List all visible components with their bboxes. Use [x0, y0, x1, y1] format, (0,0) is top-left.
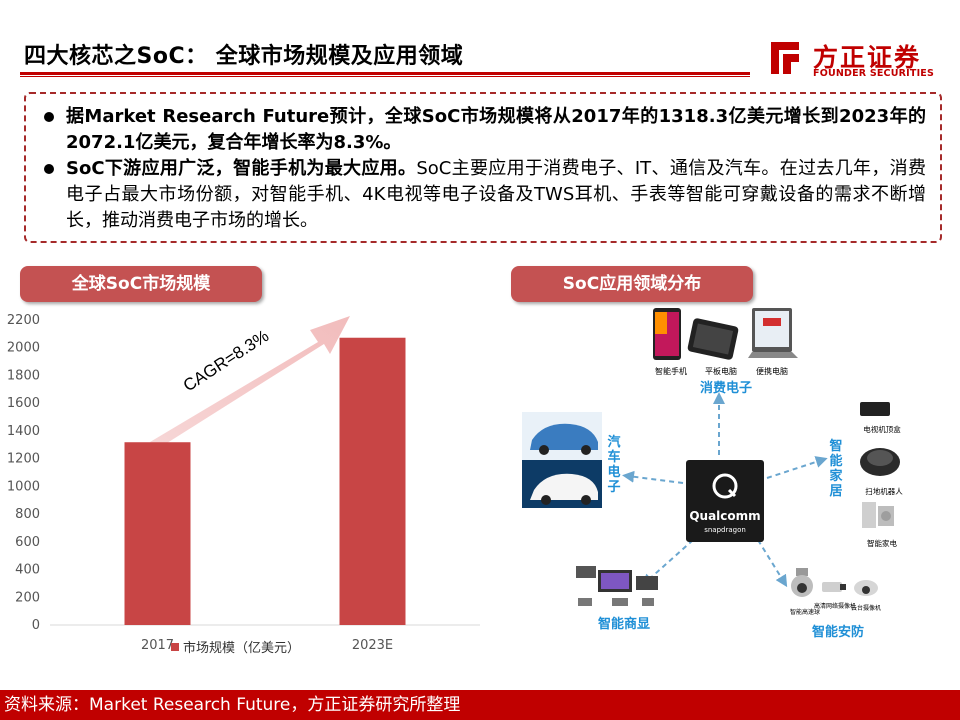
y-tick-label: 1600	[7, 396, 40, 411]
home-item-stb: 电视机顶盒	[863, 424, 901, 434]
smartphone-image	[653, 308, 681, 360]
home-item-robot: 扫地机器人	[865, 486, 903, 496]
cagr-arrow	[150, 316, 350, 450]
arrow-to-auto	[622, 470, 684, 484]
security-camera-image	[791, 568, 878, 597]
founder-logo-icon	[771, 42, 799, 74]
group-label-auto: 汽车电子	[607, 434, 620, 495]
title-underline	[20, 72, 750, 75]
y-tick-label: 1000	[7, 479, 40, 494]
market-size-chart: 0 200 400 600 800 1000 1200 1400 1600 1800 2000 220…	[7, 313, 480, 656]
svg-text:汽车电子: 汽车电子	[607, 434, 620, 495]
laptop-image	[748, 308, 798, 358]
y-tick-label: 0	[32, 618, 40, 633]
bar-2017	[124, 442, 191, 625]
x-tick-label: 2017	[141, 638, 174, 653]
section-label-market-size: 全球SoC市场规模	[20, 266, 262, 302]
group-label-consumer: 消费电子	[700, 380, 752, 396]
tablet-image	[687, 318, 739, 360]
soc-application-diagram: Qualcomm snapdragon 智能手机 平板电脑 便携电脑 消费电子 …	[522, 308, 903, 640]
bullet-dot-icon	[44, 112, 54, 122]
chip-brand: Qualcomm	[689, 509, 760, 523]
legend-label: 市场规模（亿美元）	[183, 640, 300, 656]
y-tick-label: 1400	[7, 424, 40, 439]
device-label-laptop: 便携电脑	[756, 366, 788, 376]
summary-bullet-1: 据Market Research Future预计，全球SoC市场规模将从201…	[40, 104, 926, 156]
svg-text:智能家居: 智能家居	[829, 438, 843, 499]
logo-english-name: FOUNDER SECURITIES	[813, 68, 935, 79]
device-label-tablet: 平板电脑	[705, 366, 737, 376]
source-footer: 资料来源：Market Research Future，方正证券研究所整理	[0, 690, 960, 720]
y-tick-label: 2000	[7, 341, 40, 356]
bullet-2-bold: SoC下游应用广泛，智能手机为最大应用。	[66, 158, 417, 179]
security-item-1: 智能高速球	[790, 608, 820, 616]
x-tick-label: 2023E	[352, 638, 393, 653]
summary-bullet-2: SoC下游应用广泛，智能手机为最大应用。SoC主要应用于消费电子、IT、通信及汽…	[40, 156, 926, 234]
company-logo: 方正证券 FOUNDER SECURITIES	[765, 38, 935, 82]
y-tick-label: 200	[15, 590, 40, 605]
bullet-2-text: SoC主要应用于消费电子、IT、通信及汽车。在过去几年，消费电子占最大市场份额，…	[66, 158, 926, 231]
y-tick-label: 400	[15, 563, 40, 578]
y-tick-label: 1200	[7, 452, 40, 467]
security-item-3: 云台摄像机	[851, 604, 881, 612]
y-tick-label: 600	[15, 535, 40, 550]
title-underline-thin	[20, 76, 750, 77]
group-label-home: 智能家居	[829, 438, 843, 499]
y-tick-label: 800	[15, 507, 40, 522]
summary-box: 据Market Research Future预计，全球SoC市场规模将从201…	[24, 92, 942, 243]
legend-swatch	[171, 643, 179, 651]
bullet-dot-icon	[44, 164, 54, 174]
qualcomm-chip: Qualcomm snapdragon	[686, 460, 764, 542]
bar-2023E	[339, 337, 406, 625]
car-image	[522, 412, 602, 508]
security-item-2: 高清网络摄像机	[814, 602, 856, 610]
page-title: 四大核芯之SoC： 全球市场规模及应用领域	[24, 44, 464, 69]
section-label-applications: SoC应用领域分布	[511, 266, 753, 302]
chip-sub: snapdragon	[704, 526, 746, 534]
commercial-display-image	[576, 566, 658, 606]
appliance-image	[862, 502, 894, 528]
arrow-to-home	[766, 456, 828, 479]
group-label-security: 智能安防	[812, 624, 864, 640]
logo-chinese-name: 方正证券	[813, 43, 922, 72]
set-top-box-image	[860, 402, 890, 416]
arrow-to-security	[757, 539, 788, 588]
device-label-phone: 智能手机	[655, 366, 687, 376]
home-item-appliance: 智能家电	[867, 538, 897, 548]
robot-vacuum-image	[860, 448, 900, 476]
y-tick-label: 1800	[7, 368, 40, 383]
y-tick-label: 2200	[7, 313, 40, 328]
group-label-display: 智能商显	[598, 616, 650, 632]
arrow-to-display	[641, 539, 694, 586]
bullet-1-bold: 据Market Research Future预计，全球SoC市场规模将从201…	[66, 106, 926, 153]
